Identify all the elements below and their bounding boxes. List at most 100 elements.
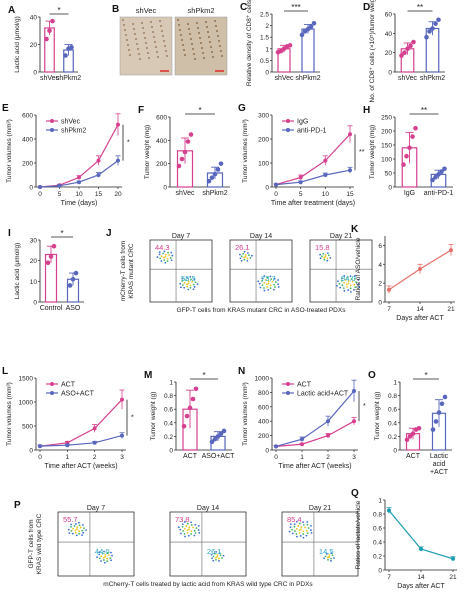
panel-j-event-dot — [354, 277, 356, 280]
panel-c-ytick-label: 2.5 — [260, 12, 269, 19]
panel-p-event-dot — [331, 554, 334, 557]
panel-j-event-dot — [323, 256, 326, 259]
panel-j-event-dot — [266, 276, 269, 279]
panel-e-legend-label: shPkm2 — [61, 128, 86, 135]
panel-n-ytick-label: 0 — [265, 448, 269, 455]
panel-p-event-dot — [106, 551, 109, 554]
panel-b-stain-dot — [138, 53, 140, 55]
panel-h-ytick-label: 100 — [381, 157, 392, 164]
panel-j-event-dot — [244, 254, 247, 256]
panel-j-event-dot — [243, 256, 246, 259]
panel-q-ytick-label: 1 — [378, 498, 382, 505]
panel-p-event-dot — [305, 534, 308, 537]
panel-e-sig-label: * — [127, 140, 130, 147]
panel-b-stain-dot — [152, 31, 154, 33]
panel-a-dot — [50, 18, 55, 24]
panel-j-event-dot — [343, 289, 346, 292]
panel-h-dot — [433, 174, 438, 180]
panel-g-series-line — [275, 169, 351, 186]
panel-h-xtick-label: anti-PD-1 — [424, 190, 454, 197]
panel-k-xtick-label: 21 — [447, 306, 455, 313]
panel-j-event-dot — [267, 288, 270, 291]
panel-p-lower-percent: 26.1 — [207, 547, 222, 556]
panel-j-event-dot — [263, 275, 266, 277]
panel-p-event-dot — [212, 555, 215, 558]
panel-i-xtick-label: ASO — [66, 305, 81, 312]
panel-n-xlabel: Time after ACT (weeks) — [278, 463, 351, 470]
panel-h-dot — [436, 172, 441, 177]
panel-j-event-dot — [269, 284, 272, 287]
panel-q-ytick-label: 0.8 — [373, 512, 382, 519]
panel-p-event-dot — [221, 557, 223, 559]
panel-j-event-dot — [263, 287, 265, 289]
panel-d-xtick-label: shVec — [398, 75, 418, 82]
panel-p-event-dot — [214, 556, 217, 559]
panel-o-ytick-label: 0 — [393, 448, 397, 455]
panel-p-event-dot — [181, 525, 184, 528]
panel-b-histology-image — [119, 16, 173, 76]
panel-h-ylabel: Tumor weight (mg) — [369, 125, 376, 179]
panel-b-stain-dot — [197, 27, 199, 29]
panel-n-series-line — [275, 390, 355, 447]
panel-p-event-dot — [215, 550, 218, 553]
panel-j-event-dot — [353, 275, 356, 277]
panel-e-ytick-label: 600 — [22, 113, 33, 120]
panel-j-event-dot — [351, 280, 354, 283]
panel-h-ytick-label: 200 — [381, 129, 392, 136]
panel-f-ytick-label: 0 — [163, 185, 167, 192]
panel-g-xlabel: Time after treatment (days) — [271, 200, 355, 207]
panel-n-point — [274, 444, 278, 449]
panel-p-xlabel: mCherry-T cells treated by lactic acid f… — [103, 581, 313, 588]
panel-f-dot — [218, 161, 224, 166]
panel-j-event-dot — [341, 284, 344, 287]
panel-l-point — [120, 433, 124, 438]
panel-p-event-dot — [183, 532, 186, 535]
panel-p-event-dot — [295, 520, 298, 523]
panel-q-ylabel: Ratios of lactate/vehicle — [355, 500, 362, 569]
panel-f-dot — [206, 178, 212, 184]
panel-l-xtick-label: 3 — [120, 454, 124, 461]
panel-j-event-dot — [258, 282, 261, 285]
panel-e-label: E — [2, 103, 9, 114]
panel-p-event-dot — [109, 557, 112, 559]
panel-o-xtick-label: Lactic acid +ACT — [430, 453, 449, 476]
panel-h-dot — [404, 153, 409, 159]
panel-p-event-dot — [193, 529, 196, 532]
panel-p-event-dot — [194, 532, 197, 534]
panel-p-event-dot — [197, 525, 200, 527]
panel-b-stain-dot — [211, 51, 213, 53]
panel-p-event-dot — [192, 526, 194, 529]
panel-b-stain-dot — [144, 37, 146, 39]
panel-p-event-dot — [177, 526, 180, 529]
panel-e-ytick-label: 200 — [22, 161, 33, 168]
panel-g-sig-label: ** — [359, 149, 365, 156]
panel-b-stain-dot — [133, 28, 135, 30]
panel-p-event-dot — [291, 528, 293, 531]
panel-b-stain-dot — [196, 22, 198, 24]
panel-e-point — [116, 158, 120, 163]
panel-b-stain-dot — [136, 43, 138, 45]
panel-j-lower-percent: 84.0 — [341, 274, 356, 283]
panel-p-day-label: Day 21 — [309, 505, 331, 512]
panel-j-plot-frame — [309, 239, 373, 303]
panel-p-event-dot — [190, 533, 193, 535]
panel-j-event-dot — [347, 280, 350, 283]
panel-j-event-dot — [344, 278, 347, 281]
panel-p-event-dot — [188, 526, 191, 529]
panel-b-stain-dot — [142, 27, 144, 29]
panel-e-point — [57, 183, 62, 188]
panel-d-ytick-label: 60 — [385, 12, 393, 19]
panel-j-event-dot — [248, 254, 250, 257]
panel-c-ytick-label: 1 — [265, 46, 269, 53]
panel-e-ytick-label: 0 — [29, 185, 33, 192]
panel-p-event-dot — [222, 554, 225, 557]
panel-p-event-dot — [302, 523, 305, 526]
panel-p-event-dot — [106, 560, 109, 563]
panel-p-event-dot — [310, 531, 313, 534]
panel-j-event-dot — [346, 276, 349, 279]
panel-o-label: O — [368, 370, 376, 381]
panel-c-dot — [287, 43, 293, 48]
panel-l-ytick-label: 500 — [22, 424, 33, 431]
panel-l-series-line — [39, 435, 123, 447]
panel-e-ytick-label: 400 — [22, 137, 33, 144]
